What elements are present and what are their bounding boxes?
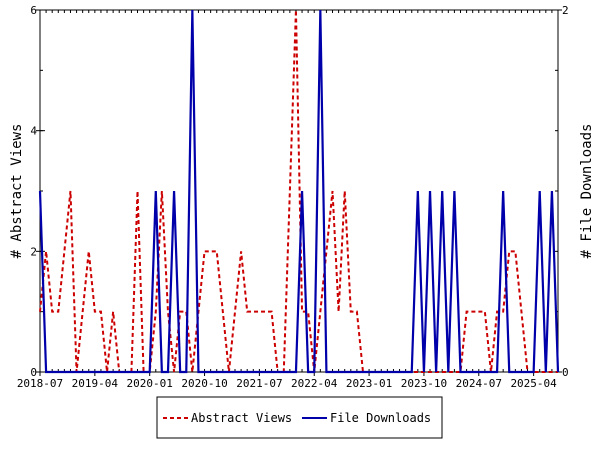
plot-area	[39, 9, 559, 373]
legend-label-file-downloads: File Downloads	[330, 411, 431, 425]
x-tick-label: 2021-07	[236, 377, 282, 390]
legend: Abstract Views File Downloads	[156, 396, 443, 439]
y-left-axis-title: # Abstract Views	[9, 124, 25, 259]
series-line-file-downloads	[38, 9, 560, 374]
y-left-tick-label: 0	[30, 366, 37, 379]
x-tick-label: 2020-01	[127, 377, 173, 390]
x-tick-label: 2023-10	[401, 377, 447, 390]
y-left-tick-label: 4	[30, 125, 37, 138]
x-tick-label: 2024-07	[456, 377, 502, 390]
legend-box	[156, 396, 443, 439]
x-tick-label: 2019-04	[72, 377, 119, 390]
y-left-tick-label: 2	[30, 245, 37, 258]
y-right-axis-title: # File Downloads	[579, 124, 595, 259]
legend-label-abstract-views: Abstract Views	[191, 411, 292, 425]
y-right-tick-label: 0	[562, 366, 569, 379]
x-tick-label: 2020-10	[181, 377, 227, 390]
x-tick-label: 2023-01	[346, 377, 392, 390]
x-tick-label: 2025-04	[510, 377, 557, 390]
x-tick-label: 2018-07	[17, 377, 63, 390]
y-right-tick-label: 2	[562, 4, 569, 17]
y-left-tick-label: 6	[30, 4, 37, 17]
x-tick-label: 2022-04	[291, 377, 338, 390]
